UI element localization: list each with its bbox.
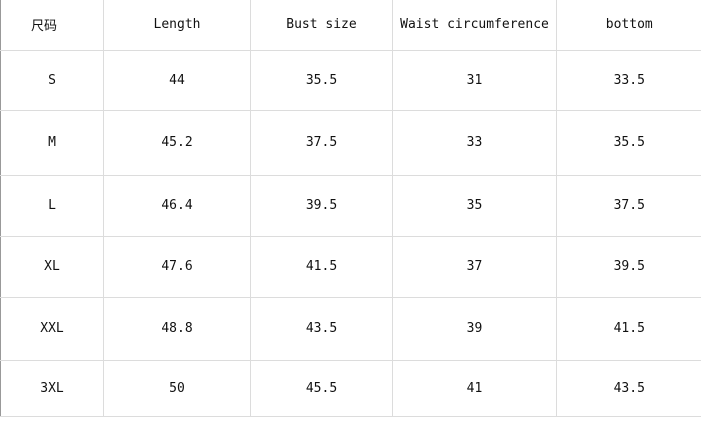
cell: 39: [392, 296, 557, 361]
data-row: S 44 35.5 31 33.5: [0, 49, 701, 111]
cell: XL: [0, 235, 104, 298]
header-cell: Waist circumference: [392, 0, 557, 51]
cell: 31: [392, 49, 557, 111]
cell: 37.5: [556, 174, 701, 237]
cell: 37: [392, 235, 557, 298]
cell: XXL: [0, 296, 104, 361]
cell: 41.5: [556, 296, 701, 361]
cell: 45.5: [250, 359, 393, 417]
cell: 43.5: [556, 359, 701, 417]
cell: 48.8: [103, 296, 251, 361]
cell: 43.5: [250, 296, 393, 361]
cell: 35.5: [250, 49, 393, 111]
header-cell: Length: [103, 0, 251, 51]
cell: 33: [392, 109, 557, 176]
cell: 37.5: [250, 109, 393, 176]
header-cell: Bust size: [250, 0, 393, 51]
data-row: XL 47.6 41.5 37 39.5: [0, 235, 701, 298]
cell: 50: [103, 359, 251, 417]
cell: 39.5: [250, 174, 393, 237]
cell: M: [0, 109, 104, 176]
cell: 33.5: [556, 49, 701, 111]
header-cell: bottom: [556, 0, 701, 51]
cell: 39.5: [556, 235, 701, 298]
data-row: M 45.2 37.5 33 35.5: [0, 109, 701, 176]
cell: 35.5: [556, 109, 701, 176]
cell: 45.2: [103, 109, 251, 176]
cell: 46.4: [103, 174, 251, 237]
data-row: L 46.4 39.5 35 37.5: [0, 174, 701, 237]
data-row: 3XL 50 45.5 41 43.5: [0, 359, 701, 417]
data-row: XXL 48.8 43.5 39 41.5: [0, 296, 701, 361]
header-row: 尺码 Length Bust size Waist circumference bott…: [0, 0, 701, 51]
cell: 41.5: [250, 235, 393, 298]
cell: 41: [392, 359, 557, 417]
cell: 3XL: [0, 359, 104, 417]
cell: 47.6: [103, 235, 251, 298]
cell: 44: [103, 49, 251, 111]
cell: L: [0, 174, 104, 237]
header-cell: 尺码: [0, 0, 104, 51]
cell: S: [0, 49, 104, 111]
cell: 35: [392, 174, 557, 237]
